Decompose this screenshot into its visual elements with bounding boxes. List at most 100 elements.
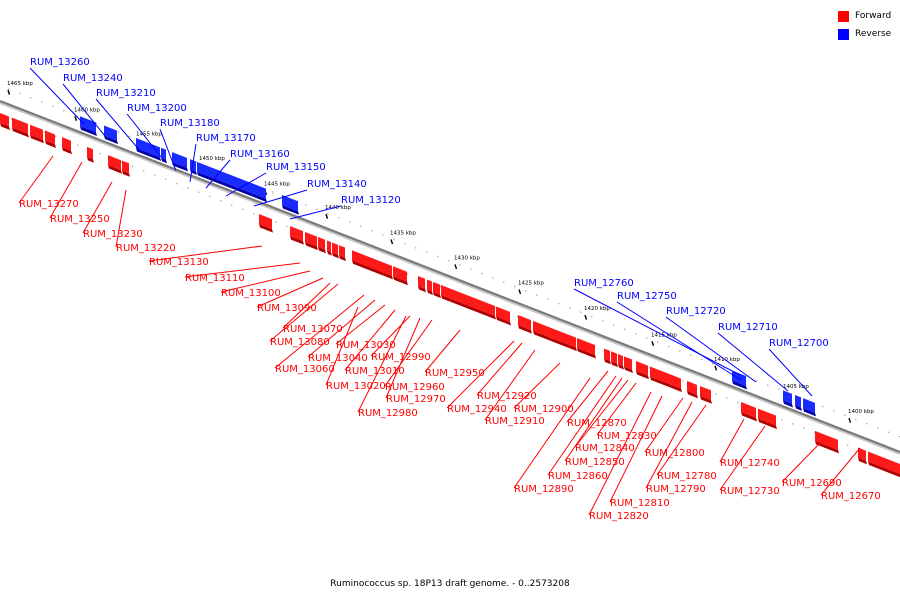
reverse-gene-label-leader [289, 205, 342, 220]
legend-reverse: Reverse [838, 26, 898, 42]
guide-dot [448, 260, 450, 262]
forward-gene-face [533, 320, 550, 338]
forward-gene [815, 430, 839, 454]
forward-gene-label: RUM_13090 [257, 303, 317, 314]
forward-gene-face [30, 124, 43, 140]
forward-gene-label-leader [564, 377, 623, 462]
guide-dot [495, 307, 497, 309]
forward-gene-edge [441, 294, 451, 302]
forward-gene [418, 276, 426, 293]
guide-dot [525, 290, 527, 292]
tick-mark [390, 239, 394, 245]
forward-gene-label: RUM_13100 [221, 288, 281, 299]
forward-gene-edge [0, 123, 10, 131]
guide-dot [844, 414, 846, 416]
reverse-gene-label-leader [616, 301, 742, 381]
forward-gene-edge [122, 170, 130, 177]
guide-dot [316, 208, 318, 210]
forward-gene-label-leader [588, 391, 652, 516]
guide-dot [187, 187, 189, 189]
guide-dot [715, 393, 717, 395]
forward-gene-face [636, 361, 648, 376]
forward-gene-label: RUM_13040 [308, 353, 368, 364]
forward-gene [858, 447, 867, 465]
guide-dot [8, 88, 10, 90]
forward-gene-edge [12, 127, 29, 138]
guide-dot [275, 221, 277, 223]
guide-dot [591, 315, 593, 318]
forward-gene-edge [433, 291, 441, 299]
tick-label: 1425 kbp [518, 280, 544, 286]
forward-gene-edge [393, 276, 408, 286]
forward-gene [636, 361, 649, 380]
forward-gene-label-leader [357, 315, 407, 413]
guide-dot [602, 320, 604, 322]
reverse-gene-face [80, 116, 96, 133]
forward-gene-label: RUM_12970 [386, 394, 446, 405]
guide-dot [121, 161, 123, 163]
forward-gene-label: RUM_13020 [326, 381, 386, 392]
tick-label: 1435 kbp [390, 230, 416, 236]
forward-gene-label-leader [566, 370, 609, 423]
reverse-gene-face [803, 398, 815, 413]
forward-gene-edge [327, 250, 332, 256]
forward-gene-edge [741, 411, 757, 422]
forward-gene-label: RUM_13270 [19, 199, 79, 210]
forward-gene-label: RUM_12670 [821, 491, 881, 502]
forward-gene-face [352, 250, 383, 273]
guide-dot [349, 221, 351, 223]
tick-label: 1455 kbp [136, 131, 162, 137]
forward-gene-edge [318, 247, 326, 254]
guide-dot [514, 285, 516, 288]
reverse-gene-edge [197, 171, 223, 186]
forward-gene-face [550, 327, 576, 348]
forward-gene-face [650, 366, 670, 385]
forward-gene-label-leader [719, 425, 766, 491]
forward-gene-face [87, 146, 93, 160]
guide-dot [517, 315, 519, 318]
forward-gene-label-leader [446, 340, 515, 409]
forward-gene [611, 351, 618, 368]
reverse-gene [104, 125, 118, 145]
reverse-gene [172, 152, 188, 172]
forward-gene-label: RUM_12820 [589, 511, 649, 522]
guide-dot [371, 229, 373, 232]
forward-gene [868, 451, 900, 478]
forward-gene-label: RUM_12780 [657, 471, 717, 482]
guide-dot [165, 178, 167, 181]
forward-gene-edge [305, 241, 318, 251]
guide-dot [649, 367, 651, 369]
forward-gene-label-leader [269, 283, 339, 342]
forward-gene [533, 320, 551, 341]
guide-dot [96, 122, 98, 125]
forward-gene-label: RUM_12990 [371, 352, 431, 363]
forward-gene-label: RUM_12800 [645, 448, 705, 459]
tick-label: 1445 kbp [264, 181, 290, 187]
forward-gene-face [259, 214, 272, 230]
guide-dot [154, 174, 156, 176]
forward-gene-label: RUM_13080 [270, 337, 330, 348]
guide-dot [723, 367, 725, 369]
reverse-gene-label-leader [573, 288, 741, 376]
reverse-gene-edge [732, 380, 747, 390]
forward-gene-face [618, 354, 623, 366]
forward-gene-label-leader [547, 375, 617, 476]
reverse-gene-label: RUM_13140 [307, 179, 367, 190]
reverse-gene-label-leader [126, 113, 163, 159]
guide-dot [756, 380, 758, 382]
genome-axis-shadow [0, 101, 900, 455]
guide-dot [393, 238, 395, 240]
tick-mark [714, 365, 718, 371]
forward-gene [687, 380, 698, 399]
forward-gene [496, 306, 511, 326]
guide-dot [657, 341, 659, 343]
forward-gene-face [741, 401, 756, 418]
forward-gene-edge [618, 364, 624, 370]
forward-gene-label: RUM_12810 [610, 498, 670, 509]
forward-gene-label: RUM_12920 [477, 391, 537, 402]
guide-dot [63, 109, 65, 112]
genome-axis [0, 99, 900, 454]
forward-gene-edge [858, 457, 867, 465]
forward-gene [339, 245, 346, 262]
